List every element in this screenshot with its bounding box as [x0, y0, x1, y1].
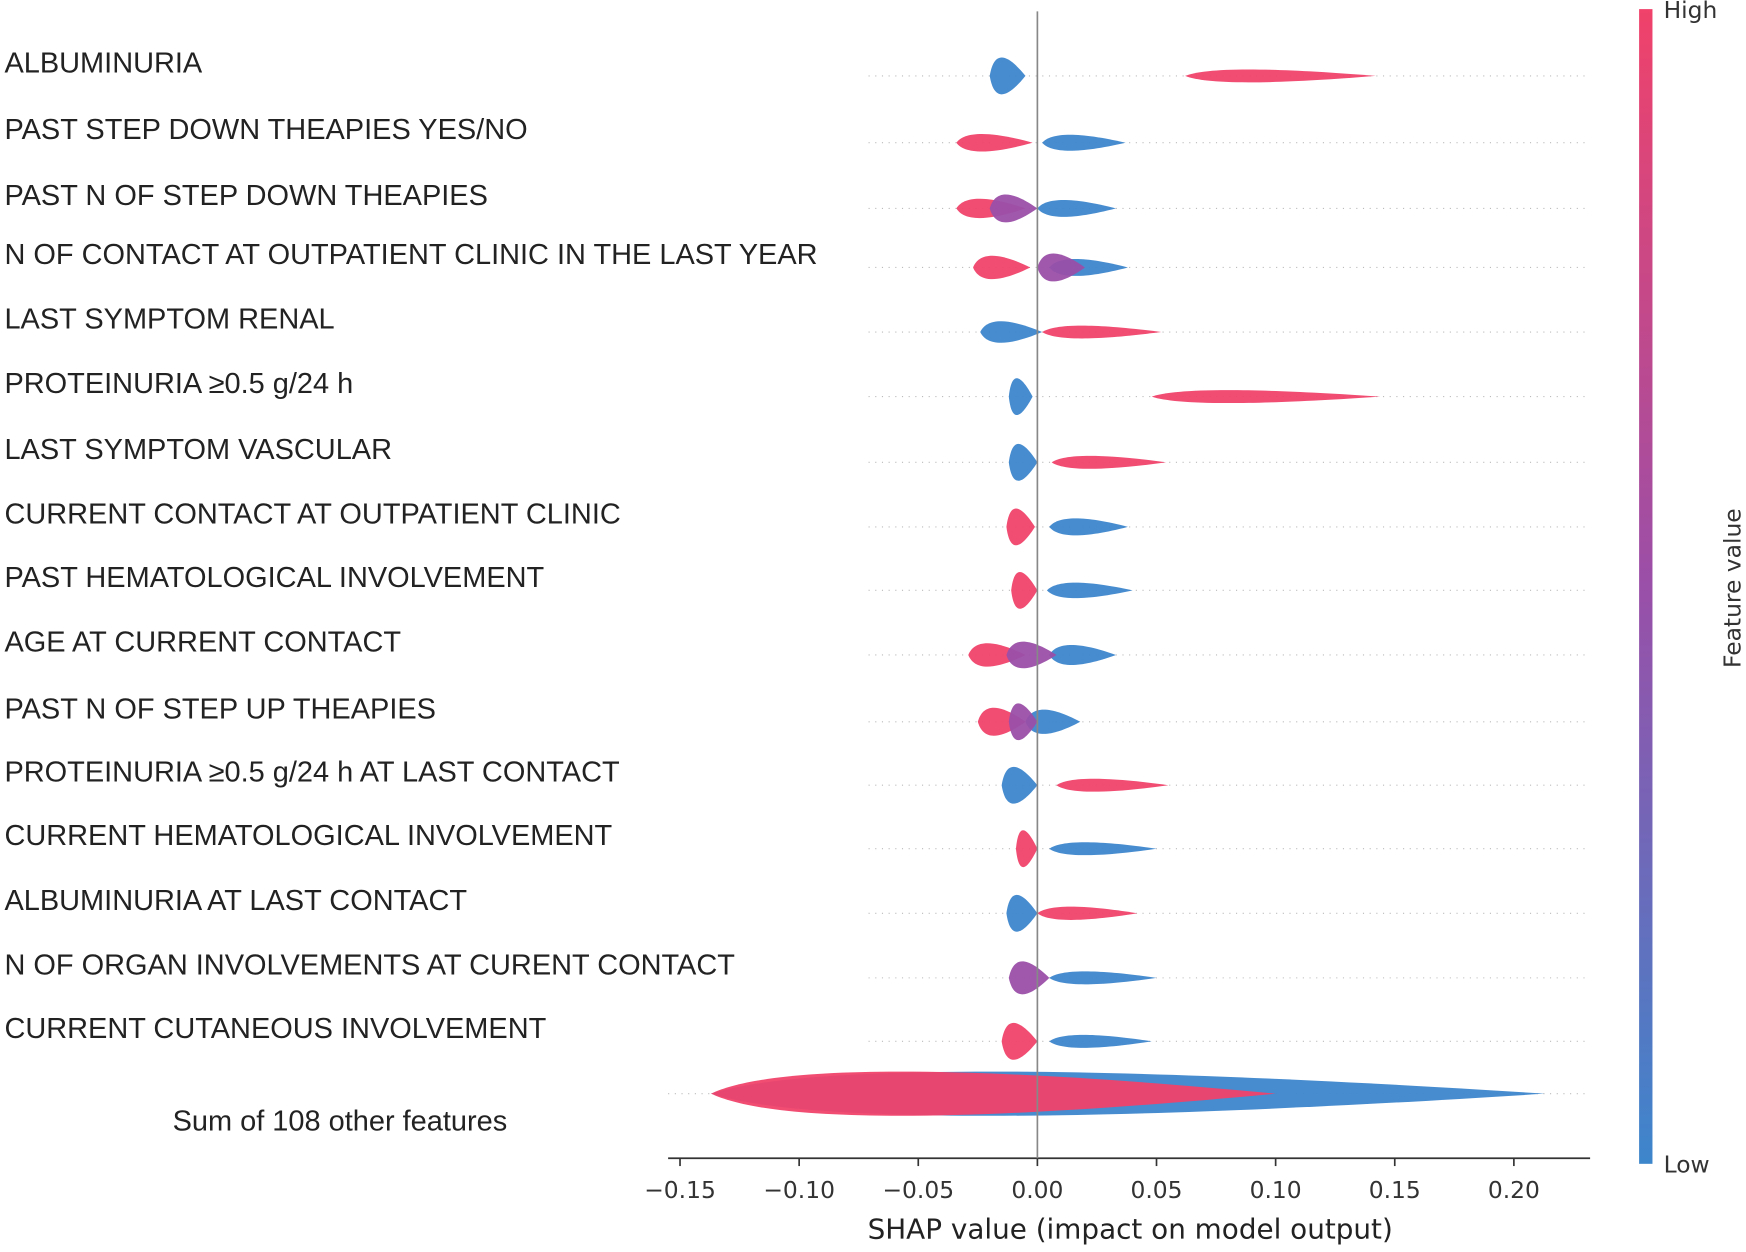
x-tick-label: 0.10	[1250, 1176, 1302, 1204]
cluster	[1001, 766, 1038, 804]
feature-label: ALBUMINURIA AT LAST CONTACT	[4, 885, 467, 917]
cluster	[1011, 571, 1038, 609]
cluster	[1049, 842, 1157, 856]
cluster	[1006, 508, 1036, 546]
feature-label: N OF CONTACT AT OUTPATIENT CLINIC IN THE…	[4, 239, 817, 271]
colorbar	[1639, 9, 1653, 1164]
cluster	[973, 255, 1031, 280]
cluster	[1001, 1022, 1038, 1060]
feature-label: PAST HEMATOLOGICAL INVOLVEMENT	[4, 562, 544, 594]
cluster	[1049, 1034, 1152, 1048]
cluster	[710, 1071, 1276, 1116]
rows	[668, 57, 1591, 1116]
cluster	[1008, 378, 1033, 416]
cluster	[1037, 199, 1117, 217]
x-tick-label: −0.10	[763, 1176, 835, 1204]
cluster	[1006, 894, 1038, 932]
feature-label: CURRENT CUTANEOUS INVOLVEMENT	[4, 1013, 546, 1045]
cluster	[1008, 961, 1050, 995]
x-tick-label: −0.15	[644, 1176, 716, 1204]
x-tick-label: 0.00	[1011, 1176, 1063, 1204]
cluster	[1042, 325, 1162, 339]
x-tick-label: 0.20	[1488, 1176, 1540, 1204]
feature-label: CURRENT HEMATOLOGICAL INVOLVEMENT	[4, 820, 612, 852]
cluster	[1049, 971, 1157, 985]
feature-label: AGE AT CURRENT CONTACT	[4, 626, 401, 658]
cluster	[1025, 709, 1081, 734]
colorbar-low: Low	[1664, 1151, 1710, 1179]
feature-label: N OF ORGAN INVOLVEMENTS AT CURENT CONTAC…	[4, 949, 735, 981]
feature-label: Sum of 108 other features	[173, 1105, 508, 1137]
feature-label: ALBUMINURIA	[4, 47, 202, 79]
cluster	[1037, 253, 1086, 282]
cluster	[1042, 134, 1126, 151]
cluster	[1185, 69, 1376, 83]
feature-label: PROTEINURIA ≥0.5 g/24 h	[4, 368, 353, 400]
x-tick-label: 0.05	[1130, 1176, 1182, 1204]
cluster	[1151, 390, 1381, 404]
cluster	[1008, 443, 1038, 481]
feature-label: LAST SYMPTOM VASCULAR	[4, 434, 392, 466]
colorbar-high: High	[1664, 0, 1718, 24]
cluster	[1008, 703, 1038, 741]
feature-label: CURRENT CONTACT AT OUTPATIENT CLINIC	[4, 498, 620, 530]
cluster	[1056, 778, 1169, 792]
cluster	[980, 321, 1043, 343]
x-axis-label: SHAP value (impact on model output)	[868, 1213, 1393, 1246]
feature-label: PROTEINURIA ≥0.5 g/24 h AT LAST CONTACT	[4, 757, 620, 789]
colorbar-label: Feature value	[1718, 508, 1746, 668]
feature-label: PAST N OF STEP UP THEAPIES	[4, 693, 436, 725]
cluster	[1006, 641, 1057, 669]
cluster	[989, 194, 1038, 223]
cluster	[1049, 518, 1128, 536]
cluster	[1049, 644, 1117, 665]
x-tick-label: −0.05	[882, 1176, 954, 1204]
feature-label: LAST SYMPTOM RENAL	[4, 304, 334, 336]
feature-label: PAST N OF STEP DOWN THEAPIES	[4, 180, 487, 212]
cluster	[956, 133, 1033, 152]
x-tick-label: 0.15	[1369, 1176, 1421, 1204]
cluster	[1037, 906, 1138, 920]
cluster	[1015, 830, 1038, 868]
cluster	[1046, 582, 1133, 599]
cluster	[1051, 455, 1167, 469]
cluster	[989, 57, 1026, 95]
feature-label: PAST STEP DOWN THEAPIES YES/NO	[4, 114, 527, 146]
